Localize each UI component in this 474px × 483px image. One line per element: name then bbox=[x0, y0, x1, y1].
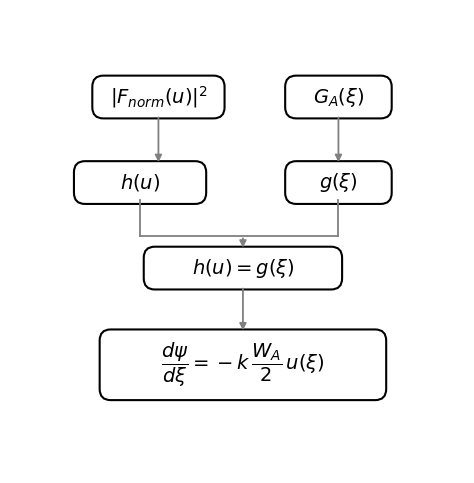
FancyBboxPatch shape bbox=[285, 161, 392, 204]
Text: $\dfrac{d\psi}{d\xi} = -k\,\dfrac{W_A}{2}\,u(\xi)$: $\dfrac{d\psi}{d\xi} = -k\,\dfrac{W_A}{2… bbox=[161, 341, 325, 389]
FancyBboxPatch shape bbox=[92, 76, 225, 118]
Text: $h(u)$: $h(u)$ bbox=[120, 172, 160, 193]
Text: $h(u) = g(\xi)$: $h(u) = g(\xi)$ bbox=[191, 256, 294, 280]
Text: $|F_{norm}(u)|^2$: $|F_{norm}(u)|^2$ bbox=[109, 84, 207, 110]
FancyBboxPatch shape bbox=[285, 76, 392, 118]
FancyBboxPatch shape bbox=[74, 161, 206, 204]
FancyBboxPatch shape bbox=[100, 329, 386, 400]
FancyBboxPatch shape bbox=[144, 247, 342, 289]
Text: $G_A(\xi)$: $G_A(\xi)$ bbox=[313, 85, 364, 109]
Text: $g(\xi)$: $g(\xi)$ bbox=[319, 171, 358, 194]
